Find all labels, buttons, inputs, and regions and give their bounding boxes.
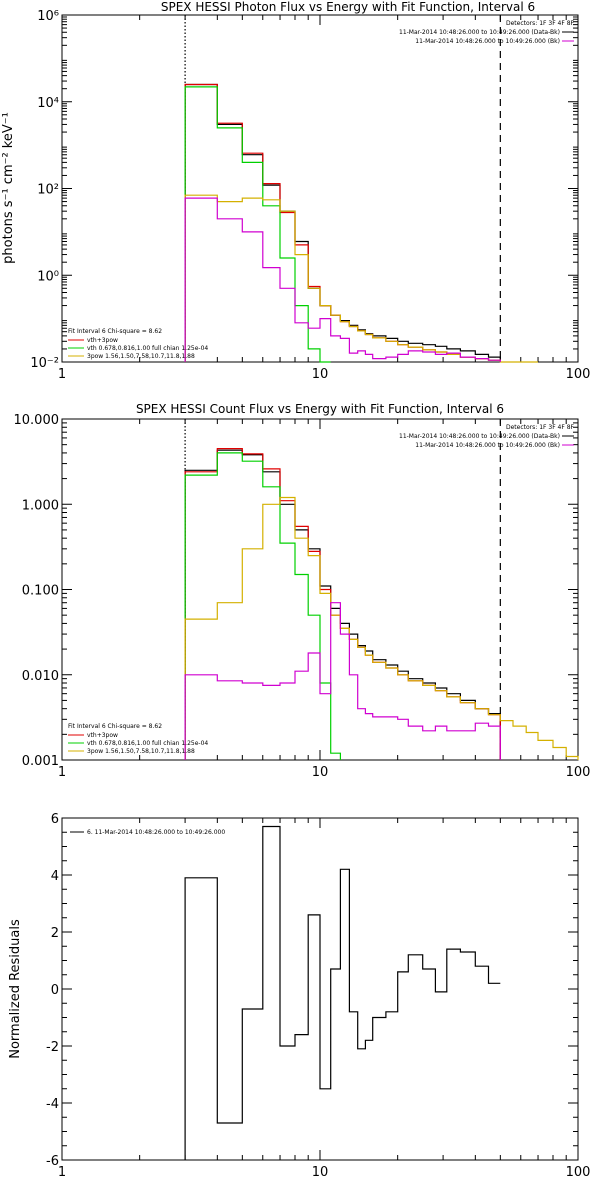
count-flux-legend-bottom-left: Fit Interval 6 Chi-square = 8.62 vth+3po…: [68, 723, 208, 755]
photon-flux-reference-lines: [184, 15, 501, 362]
residuals-y-tick-label: -4: [46, 1097, 59, 1112]
legend-data-bk: 11-Mar-2014 10:48:26.000 to 10:49:26.000…: [399, 29, 560, 36]
photon-flux-title: SPEX HESSI Photon Flux vs Energy with Fi…: [161, 0, 535, 14]
count-flux-y-tick-label: 0.010: [22, 669, 59, 684]
residuals-legend: 6. 11-Mar-2014 10:48:26.000 to 10:49:26.…: [70, 829, 225, 836]
legend-detectors: Detectors: 1F 3F 4F 8F: [506, 424, 575, 431]
count-flux-title: SPEX HESSI Count Flux vs Energy with Fit…: [136, 402, 504, 416]
count-flux-y-tick-label: 10.000: [14, 413, 60, 428]
legend-bk: 11-Mar-2014 10:48:26.000 to 10:49:26.000…: [415, 38, 560, 45]
photon-flux-y-tick-label: 10⁶: [37, 9, 59, 24]
residuals-x-tick-label: 10: [312, 1165, 329, 1180]
residuals-y-axis-label: Normalized Residuals: [8, 919, 23, 1059]
residuals-y-tick-label: 4: [51, 869, 59, 884]
residuals-legend-text: 6. 11-Mar-2014 10:48:26.000 to 10:49:26.…: [87, 829, 225, 836]
count-flux-series-vth: [184, 452, 341, 760]
photon-flux-series-3pow: [184, 194, 538, 363]
photon-flux-y-tick-label: 10⁻²: [30, 356, 59, 371]
residuals-x-tick-label: 100: [566, 1165, 591, 1180]
legend-data-bk: 11-Mar-2014 10:48:26.000 to 10:49:26.000…: [399, 433, 560, 440]
photon-flux-series-data-bk: [184, 83, 501, 362]
residuals-y-tick-label: -6: [46, 1154, 59, 1169]
photon-flux-series-bk: [184, 197, 501, 362]
count-flux-series-3pow: [184, 496, 579, 760]
count-flux-series: [184, 448, 579, 760]
residuals-panel: Normalized Residuals 1 10 100 -6 -4 -2 0 2 4 6 6.…: [8, 812, 590, 1180]
count-flux-series-bk: [184, 602, 501, 760]
count-flux-series-data-bk: [184, 449, 501, 760]
legend-vth: vth 0.678,0.816,1.00 full chian 1.25e-04: [87, 740, 208, 747]
count-flux-y-tick-label: 1.000: [22, 498, 59, 513]
photon-flux-x-tick-label: 100: [566, 367, 591, 382]
count-flux-legend-top-right: Detectors: 1F 3F 4F 8F 11-Mar-2014 10:48…: [399, 424, 575, 449]
photon-flux-legend-top-right: Detectors: 1F 3F 4F 8F 11-Mar-2014 10:48…: [399, 20, 575, 45]
count-flux-x-tick-label: 1: [58, 765, 66, 780]
count-flux-ticks: 1 10 100 0.001 0.010 0.100 1.000 10.000: [14, 413, 591, 780]
legend-3pow: 3pow 1.56,1.50,7.58,10.7,11.8,1.88: [87, 748, 195, 755]
residuals-ticks: 1 10 100 -6 -4 -2 0 2 4 6: [46, 812, 590, 1180]
photon-flux-x-tick-label: 10: [312, 367, 329, 382]
count-flux-x-tick-label: 10: [312, 765, 329, 780]
photon-flux-series: [184, 83, 538, 363]
residuals-series-residuals: [184, 825, 501, 1160]
legend-total: vth+3pow: [87, 732, 118, 739]
photon-flux-legend-bottom-left: Fit Interval 6 Chi-square = 8.62 vth+3po…: [68, 328, 208, 360]
legend-3pow: 3pow 1.56,1.50,7.58,10.7,11.8,1.88: [87, 353, 195, 360]
photon-flux-y-axis-label: photons s⁻¹ cm⁻² keV⁻¹: [1, 112, 16, 264]
legend-detectors: Detectors: 1F 3F 4F 8F: [506, 20, 575, 27]
photon-flux-series-vth: [184, 86, 331, 363]
count-flux-y-tick-label: 0.001: [22, 754, 59, 769]
count-flux-reference-lines: [184, 419, 501, 760]
count-flux-x-tick-label: 100: [566, 765, 591, 780]
count-flux-series-vth-3pow: [184, 448, 501, 760]
residuals-series: [184, 825, 501, 1160]
photon-flux-y-tick-label: 10⁰: [37, 269, 59, 284]
legend-fit-interval: Fit Interval 6 Chi-square = 8.62: [68, 328, 162, 335]
legend-fit-interval: Fit Interval 6 Chi-square = 8.62: [68, 723, 162, 730]
residuals-y-tick-label: -2: [46, 1040, 59, 1055]
legend-total: vth+3pow: [87, 337, 118, 344]
legend-bk: 11-Mar-2014 10:48:26.000 to 10:49:26.000…: [415, 442, 560, 449]
residuals-y-tick-label: 6: [51, 812, 59, 827]
residuals-x-tick-label: 1: [58, 1165, 66, 1180]
photon-flux-x-tick-label: 1: [58, 367, 66, 382]
photon-flux-panel: SPEX HESSI Photon Flux vs Energy with Fi…: [1, 0, 590, 382]
residuals-y-tick-label: 2: [51, 926, 59, 941]
photon-flux-ticks: 1 10 100 10⁻² 10⁰ 10² 10⁴ 10⁶: [30, 9, 590, 382]
photon-flux-y-tick-label: 10⁴: [37, 96, 59, 111]
count-flux-y-tick-label: 0.100: [22, 584, 59, 599]
residuals-y-tick-label: 0: [51, 983, 59, 998]
count-flux-panel: SPEX HESSI Count Flux vs Energy with Fit…: [14, 402, 591, 780]
legend-vth: vth 0.678,0.816,1.00 full chian 1.25e-04: [87, 345, 208, 352]
photon-flux-y-tick-label: 10²: [37, 183, 59, 198]
